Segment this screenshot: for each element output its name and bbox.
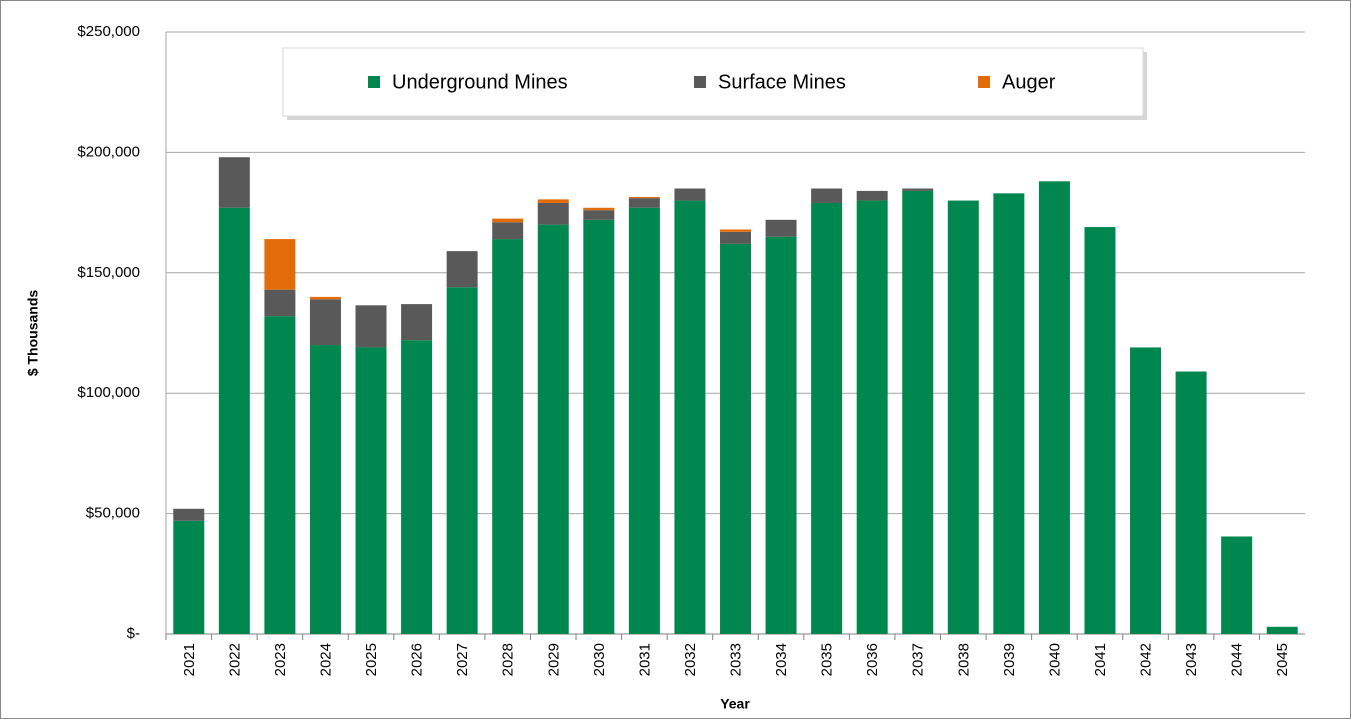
bar-segment — [765, 236, 797, 634]
bar-segment — [537, 199, 569, 203]
bar-segment — [947, 200, 979, 634]
x-tick-label: 2041 — [1092, 643, 1109, 676]
bar-segment — [720, 231, 751, 244]
legend-swatch — [978, 76, 990, 88]
bar-segment — [674, 200, 706, 634]
x-tick-label: 2023 — [272, 643, 289, 676]
y-tick-label: $250,000 — [77, 23, 140, 40]
x-tick-label: 2038 — [955, 643, 972, 676]
y-tick-label: $100,000 — [77, 384, 140, 401]
bar-segment — [811, 202, 843, 634]
x-tick-label: 2045 — [1274, 643, 1291, 676]
bar-segment — [218, 207, 250, 634]
x-tick-label: 2037 — [910, 643, 927, 676]
y-tick-label: $- — [127, 625, 140, 642]
bar-segment — [355, 305, 387, 348]
bar-segment — [1221, 536, 1253, 634]
x-tick-label: 2044 — [1229, 643, 1246, 676]
x-tick-label: 2030 — [591, 643, 608, 676]
x-tick-label: 2031 — [636, 643, 653, 676]
legend-swatch — [368, 76, 380, 88]
x-tick-label: 2032 — [682, 643, 699, 676]
bar-segment — [628, 196, 660, 199]
bar-segment — [492, 218, 524, 223]
bar-segment — [902, 190, 934, 635]
legend-swatch — [694, 76, 706, 88]
x-tick-label: 2035 — [819, 643, 836, 676]
x-tick-label: 2026 — [409, 643, 426, 676]
bar-segment — [720, 243, 751, 635]
bar-segment — [1084, 227, 1116, 634]
bar-segment — [264, 289, 296, 317]
legend-label: Auger — [1002, 71, 1056, 93]
x-tick-label: 2025 — [363, 643, 380, 676]
bar-segment — [628, 207, 660, 634]
x-tick-label: 2024 — [317, 643, 334, 676]
bar-segment — [173, 520, 205, 634]
bar-segment — [1038, 181, 1070, 634]
bar-segment — [856, 190, 888, 201]
bar-segment — [492, 239, 524, 634]
bar-segment — [446, 287, 478, 634]
bar-segment — [537, 202, 569, 225]
bar-segment — [401, 340, 433, 634]
bar-segment — [1266, 626, 1298, 634]
bar-segment — [720, 229, 751, 232]
y-tick-label: $50,000 — [86, 505, 140, 522]
bar-segment — [309, 296, 341, 300]
bar-segment — [628, 198, 660, 208]
y-axis-label: $ Thousands — [25, 290, 41, 377]
bar-segment — [218, 157, 250, 208]
bar-segment — [856, 200, 888, 634]
bar-segment — [583, 219, 615, 634]
x-tick-label: 2022 — [226, 643, 243, 676]
bar-segment — [1175, 371, 1207, 634]
bar-segment — [674, 188, 706, 201]
bar-segment — [264, 316, 296, 634]
bar-segment — [993, 193, 1025, 634]
x-axis-label: Year — [720, 696, 750, 712]
x-tick-label: 2036 — [864, 643, 881, 676]
bar-segment — [264, 239, 296, 290]
bar-segment — [583, 210, 615, 220]
bar-segment — [537, 224, 569, 634]
bar-segment — [401, 304, 433, 341]
x-tick-label: 2028 — [500, 643, 517, 676]
bar-segment — [309, 345, 341, 634]
x-tick-label: 2039 — [1001, 643, 1018, 676]
x-tick-label: 2033 — [728, 643, 745, 676]
bar-segment — [446, 251, 478, 288]
x-tick-label: 2043 — [1183, 643, 1200, 676]
bar-segment — [1130, 347, 1162, 634]
bar-segment — [902, 188, 934, 191]
x-tick-label: 2027 — [454, 643, 471, 676]
legend-label: Surface Mines — [718, 71, 846, 93]
x-tick-label: 2021 — [181, 643, 198, 676]
bar-segment — [811, 188, 843, 203]
bar-segment — [492, 222, 524, 240]
y-tick-label: $200,000 — [77, 143, 140, 160]
x-tick-label: 2042 — [1138, 643, 1155, 676]
y-tick-label: $150,000 — [77, 264, 140, 281]
legend-box — [282, 47, 1144, 117]
x-tick-label: 2040 — [1046, 643, 1063, 676]
bar-segment — [309, 299, 341, 346]
x-tick-label: 2034 — [773, 643, 790, 676]
bar-segment — [765, 219, 797, 237]
bar-segment — [173, 508, 205, 521]
legend-label: Underground Mines — [392, 71, 568, 93]
bar-segment — [355, 347, 387, 634]
x-tick-label: 2029 — [545, 643, 562, 676]
bar-segment — [583, 207, 615, 211]
